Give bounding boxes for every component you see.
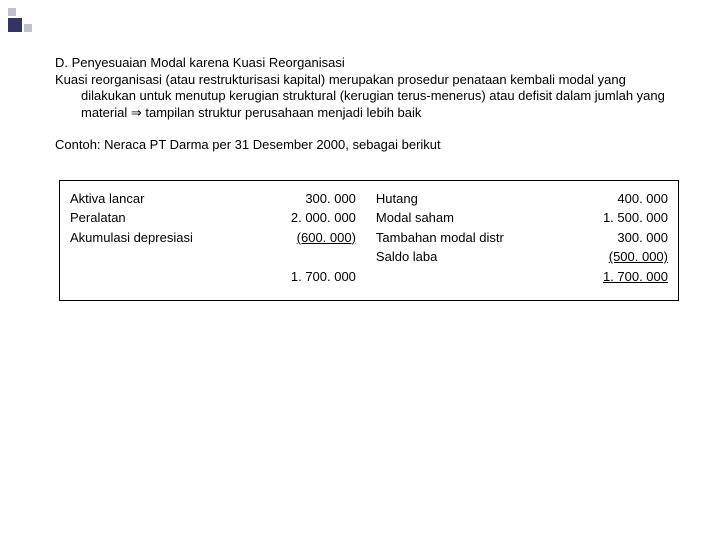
row-label: Aktiva lancar xyxy=(70,189,252,209)
row-value: (500. 000) xyxy=(584,247,668,267)
row-label: Modal saham xyxy=(376,208,564,228)
row-label: Hutang xyxy=(376,189,564,209)
row-value: 400. 000 xyxy=(584,189,668,209)
example-intro: Contoh: Neraca PT Darma per 31 Desember … xyxy=(55,137,682,152)
row-value: 1. 500. 000 xyxy=(584,208,668,228)
total-value: 1. 700. 000 xyxy=(584,267,668,287)
balance-sheet-table: Aktiva lancar Peralatan Akumulasi depres… xyxy=(59,180,679,302)
row-value: 300. 000 xyxy=(272,189,356,209)
slide-content: D. Penyesuaian Modal karena Kuasi Reorga… xyxy=(0,0,720,301)
assets-values: 300. 000 2. 000. 000 (600. 000) 1. 700. … xyxy=(262,180,366,301)
row-value: 300. 000 xyxy=(584,228,668,248)
row-label: Tambahan modal distr xyxy=(376,228,564,248)
slide-corner-decoration xyxy=(8,8,32,32)
row-value: (600. 000) xyxy=(272,228,356,248)
section-heading: D. Penyesuaian Modal karena Kuasi Reorga… xyxy=(55,55,682,70)
decor-square-big xyxy=(8,18,22,32)
blank-row xyxy=(272,247,356,267)
row-label: Saldo laba xyxy=(376,247,564,267)
liab-equity-labels: Hutang Modal saham Tambahan modal distr … xyxy=(366,180,574,301)
decor-square-small xyxy=(24,24,32,32)
liab-equity-values: 400. 000 1. 500. 000 300. 000 (500. 000)… xyxy=(574,180,678,301)
row-label: Akumulasi depresiasi xyxy=(70,228,252,248)
body-paragraph: Kuasi reorganisasi (atau restrukturisasi… xyxy=(55,72,682,121)
row-value: 2. 000. 000 xyxy=(272,208,356,228)
total-value: 1. 700. 000 xyxy=(272,267,356,287)
row-label: Peralatan xyxy=(70,208,252,228)
decor-square-small xyxy=(8,8,16,16)
assets-labels: Aktiva lancar Peralatan Akumulasi depres… xyxy=(60,180,262,301)
